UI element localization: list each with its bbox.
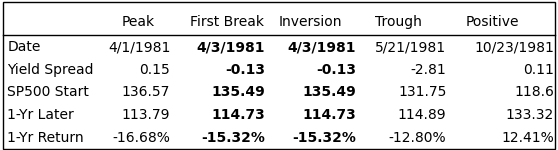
Text: -0.13: -0.13 xyxy=(316,63,356,77)
Text: -2.81: -2.81 xyxy=(411,63,446,77)
Text: 4/3/1981: 4/3/1981 xyxy=(287,40,356,54)
Text: -0.13: -0.13 xyxy=(225,63,265,77)
Text: 135.49: 135.49 xyxy=(302,85,356,99)
Text: 133.32: 133.32 xyxy=(506,108,554,122)
Text: Yield Spread: Yield Spread xyxy=(7,63,94,77)
Text: First Break: First Break xyxy=(190,15,263,29)
Text: 114.73: 114.73 xyxy=(211,108,265,122)
Text: Trough: Trough xyxy=(375,15,422,29)
Text: -16.68%: -16.68% xyxy=(112,131,170,145)
Text: 114.73: 114.73 xyxy=(302,108,356,122)
Text: -12.80%: -12.80% xyxy=(389,131,446,145)
Text: 135.49: 135.49 xyxy=(211,85,265,99)
Text: 1-Yr Return: 1-Yr Return xyxy=(7,131,84,145)
Text: 0.15: 0.15 xyxy=(140,63,170,77)
Text: 131.75: 131.75 xyxy=(398,85,446,99)
Text: -15.32%: -15.32% xyxy=(292,131,356,145)
Text: 118.6: 118.6 xyxy=(514,85,554,99)
Text: 114.89: 114.89 xyxy=(398,108,446,122)
Text: SP500 Start: SP500 Start xyxy=(7,85,89,99)
Text: 113.79: 113.79 xyxy=(122,108,170,122)
Text: 136.57: 136.57 xyxy=(122,85,170,99)
Text: Positive: Positive xyxy=(465,15,519,29)
Text: 4/1/1981: 4/1/1981 xyxy=(108,40,170,54)
Text: Inversion: Inversion xyxy=(279,15,343,29)
Text: 10/23/1981: 10/23/1981 xyxy=(474,40,554,54)
Text: 12.41%: 12.41% xyxy=(501,131,554,145)
Text: 0.11: 0.11 xyxy=(523,63,554,77)
Text: 5/21/1981: 5/21/1981 xyxy=(376,40,446,54)
Text: 4/3/1981: 4/3/1981 xyxy=(196,40,265,54)
Text: Date: Date xyxy=(7,40,41,54)
Text: Peak: Peak xyxy=(122,15,155,29)
Text: -15.32%: -15.32% xyxy=(201,131,265,145)
Text: 1-Yr Later: 1-Yr Later xyxy=(7,108,74,122)
